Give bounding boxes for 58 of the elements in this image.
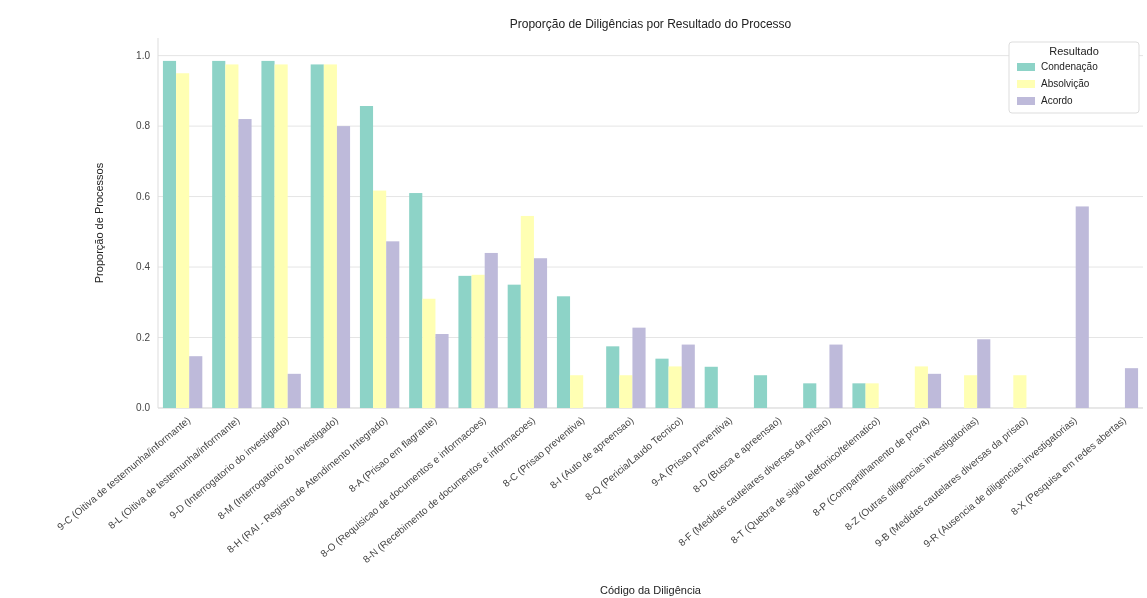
y-axis-title: Proporção de Processos — [93, 162, 105, 284]
y-tick-label: 0.0 — [136, 402, 151, 414]
bar — [274, 64, 288, 408]
bar — [681, 344, 695, 408]
bar — [753, 375, 768, 408]
bar — [606, 346, 620, 408]
bar — [632, 327, 646, 408]
bar — [162, 60, 177, 408]
bar — [803, 383, 817, 408]
bar — [865, 383, 879, 408]
legend-label: Absolvição — [1041, 78, 1090, 90]
bar — [310, 64, 324, 408]
y-tick-label: 0.4 — [136, 261, 151, 273]
bar — [507, 284, 521, 408]
x-axis-title: Código da Diligência — [600, 584, 702, 596]
bar — [704, 366, 718, 408]
bar — [829, 344, 843, 408]
bar — [556, 296, 571, 408]
bar — [287, 373, 301, 408]
y-tick-label: 1.0 — [136, 49, 151, 61]
bar — [927, 373, 942, 408]
bar — [176, 73, 190, 408]
bar — [336, 126, 351, 408]
bar — [261, 60, 275, 408]
bar — [373, 190, 387, 408]
legend-label: Acordo — [1041, 95, 1074, 107]
bar — [484, 252, 498, 408]
bar — [409, 193, 423, 408]
bar — [964, 375, 978, 408]
y-tick-label: 0.8 — [136, 120, 151, 132]
y-tick-label: 0.6 — [136, 190, 151, 202]
y-tick-label: 0.2 — [136, 331, 151, 343]
bar — [570, 375, 584, 408]
bar — [977, 339, 991, 408]
bar — [212, 60, 226, 408]
bar — [422, 298, 436, 408]
bar — [458, 275, 472, 408]
bar — [852, 383, 866, 408]
bar — [1124, 368, 1139, 408]
bar — [1075, 206, 1089, 408]
bar — [533, 258, 548, 408]
bar — [225, 64, 239, 408]
bar — [914, 366, 928, 408]
legend-title: Resultado — [1049, 45, 1099, 57]
legend-label: Condenação — [1041, 61, 1099, 73]
bar — [655, 358, 669, 408]
bar — [1013, 375, 1027, 408]
bar — [359, 106, 374, 408]
bar — [323, 64, 337, 408]
bar — [520, 215, 534, 408]
bar — [435, 334, 449, 408]
bar — [668, 366, 682, 408]
bar — [189, 356, 203, 408]
chart-title: Proporção de Diligências por Resultado do Processo — [509, 17, 792, 31]
bar — [471, 274, 485, 408]
bar — [238, 119, 252, 408]
bar — [386, 241, 400, 408]
bar — [619, 375, 633, 408]
